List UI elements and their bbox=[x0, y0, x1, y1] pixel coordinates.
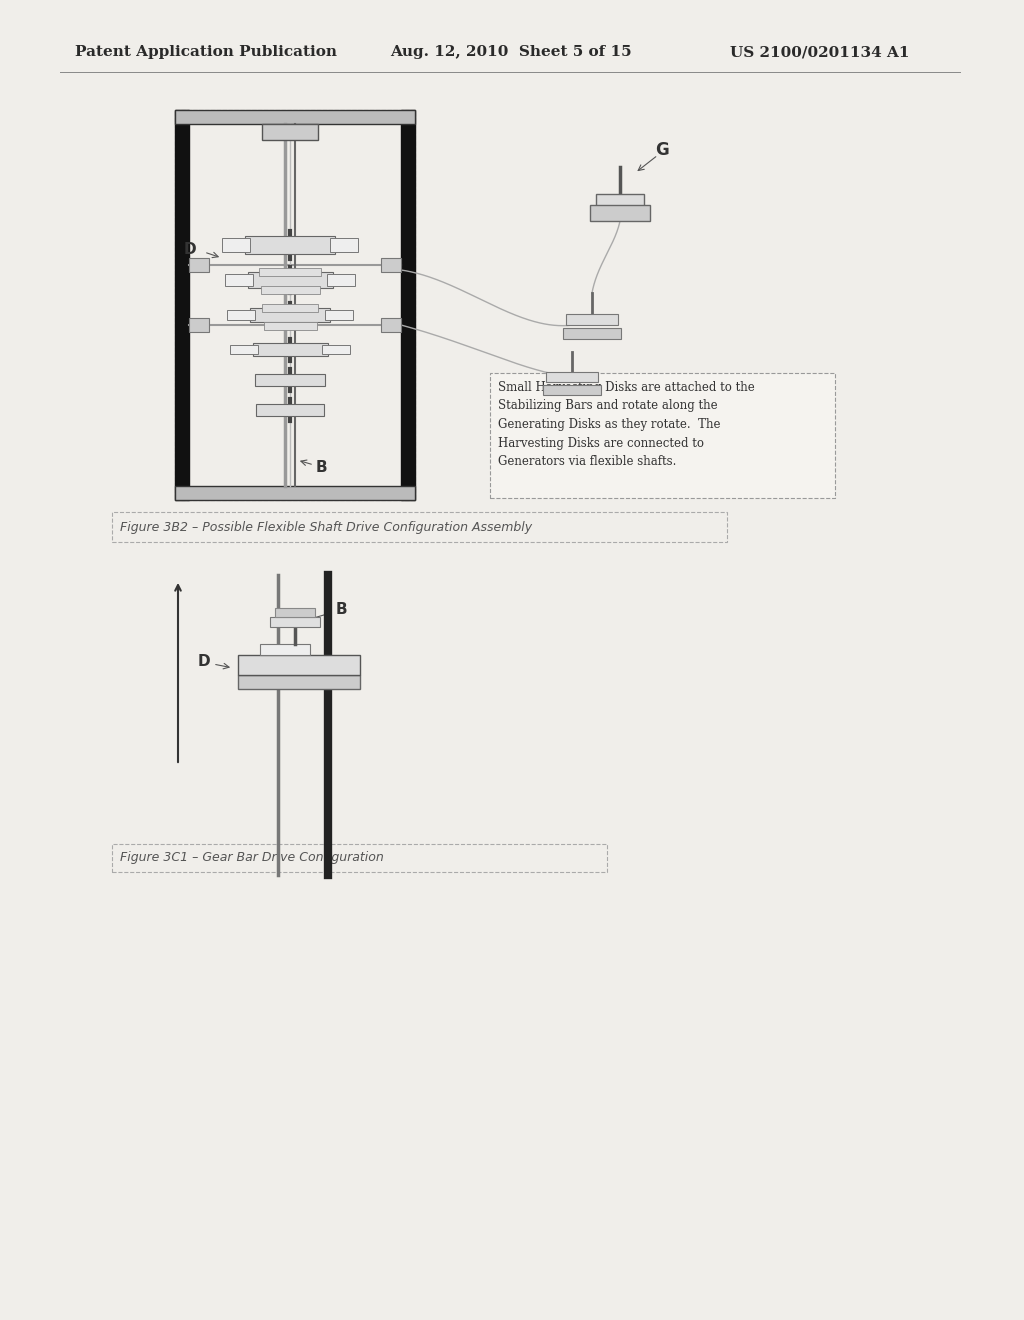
Bar bbox=[262, 124, 318, 140]
Bar bbox=[259, 268, 321, 276]
Bar bbox=[175, 486, 415, 500]
Bar bbox=[566, 314, 618, 325]
Bar bbox=[262, 304, 318, 312]
Bar bbox=[327, 275, 355, 286]
Bar bbox=[381, 318, 401, 333]
Bar bbox=[596, 194, 644, 207]
Bar bbox=[563, 327, 621, 339]
Text: US 2100/0201134 A1: US 2100/0201134 A1 bbox=[730, 45, 909, 59]
Bar bbox=[325, 310, 353, 319]
Text: Patent Application Publication: Patent Application Publication bbox=[75, 45, 337, 59]
Bar bbox=[256, 404, 324, 416]
Bar bbox=[275, 609, 315, 616]
Bar bbox=[253, 343, 328, 356]
Bar bbox=[330, 238, 358, 252]
Bar bbox=[270, 616, 319, 627]
Bar bbox=[230, 345, 258, 354]
Bar bbox=[255, 374, 325, 385]
Text: G: G bbox=[655, 141, 669, 158]
Bar bbox=[250, 308, 330, 322]
Text: Aug. 12, 2010  Sheet 5 of 15: Aug. 12, 2010 Sheet 5 of 15 bbox=[390, 45, 632, 59]
Text: Small Harvesting Disks are attached to the
Stabilizing Bars and rotate along the: Small Harvesting Disks are attached to t… bbox=[498, 381, 755, 469]
Text: D: D bbox=[198, 655, 210, 669]
Bar bbox=[189, 257, 209, 272]
Bar bbox=[264, 322, 317, 330]
Bar bbox=[590, 205, 650, 220]
Text: D: D bbox=[183, 243, 196, 257]
Bar bbox=[222, 238, 250, 252]
Bar bbox=[175, 110, 415, 500]
Bar bbox=[238, 675, 360, 689]
Bar bbox=[261, 286, 319, 294]
Bar bbox=[245, 236, 335, 253]
Bar bbox=[238, 655, 360, 675]
Bar bbox=[546, 372, 598, 381]
Bar bbox=[175, 110, 189, 500]
Text: B: B bbox=[336, 602, 347, 618]
Bar bbox=[189, 318, 209, 333]
Text: Figure 3C1 – Gear Bar Drive Configuration: Figure 3C1 – Gear Bar Drive Configuratio… bbox=[120, 851, 384, 865]
Bar bbox=[227, 310, 255, 319]
Text: Figure 3B2 – Possible Flexible Shaft Drive Configuration Assembly: Figure 3B2 – Possible Flexible Shaft Dri… bbox=[120, 520, 532, 533]
Bar bbox=[543, 385, 601, 395]
Bar bbox=[225, 275, 253, 286]
Bar bbox=[260, 644, 310, 655]
Bar bbox=[112, 843, 607, 873]
Bar bbox=[112, 512, 727, 543]
Text: B: B bbox=[316, 459, 328, 474]
Bar bbox=[248, 272, 333, 288]
Bar bbox=[490, 374, 835, 498]
Bar bbox=[401, 110, 415, 500]
Bar bbox=[381, 257, 401, 272]
Bar bbox=[322, 345, 350, 354]
Bar bbox=[175, 110, 415, 124]
